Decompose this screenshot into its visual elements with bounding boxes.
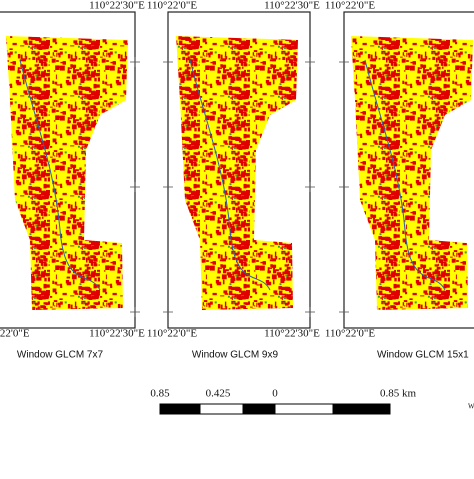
panel-frame — [343, 11, 474, 329]
study-area — [6, 36, 128, 310]
corner-text: W — [468, 403, 474, 411]
scale-label: 0.85 — [150, 388, 170, 400]
scale-segment — [199, 403, 244, 415]
coord-label: 110°22'0"E — [325, 328, 375, 340]
river — [364, 59, 446, 291]
coord-label: 0°22'0"E — [0, 328, 30, 340]
coord-label: 110°22'0"E — [147, 328, 197, 340]
coord-label: 110°22'30"E — [89, 328, 145, 340]
scale-label: 0 — [272, 388, 278, 400]
panel-frame — [167, 11, 311, 329]
scale-bar — [159, 403, 391, 415]
panel-caption: Window GLCM 9x9 — [192, 350, 279, 361]
panel-caption: Window GLCM 15x1 — [377, 350, 469, 361]
coord-label: 110°22'30"E — [264, 0, 320, 12]
panel-caption: Window GLCM 7x7 — [17, 350, 104, 361]
coord-label: 110°22'30"E — [264, 328, 320, 340]
study-area — [176, 36, 298, 310]
scale-segment — [242, 403, 276, 415]
scale-segment — [159, 403, 201, 415]
scale-segment — [274, 403, 334, 415]
river — [19, 59, 101, 291]
study-area — [351, 36, 473, 310]
coord-label: 110°22'30"E — [89, 0, 145, 12]
scale-segment — [332, 403, 391, 415]
panel-frame — [0, 11, 136, 329]
river — [189, 59, 271, 291]
scale-label: 0.425 — [206, 388, 231, 400]
coord-label: 110°22'0"E — [147, 0, 197, 12]
scale-label: 0.85 km — [380, 388, 417, 400]
coord-label: 110°22'0"E — [325, 0, 375, 12]
